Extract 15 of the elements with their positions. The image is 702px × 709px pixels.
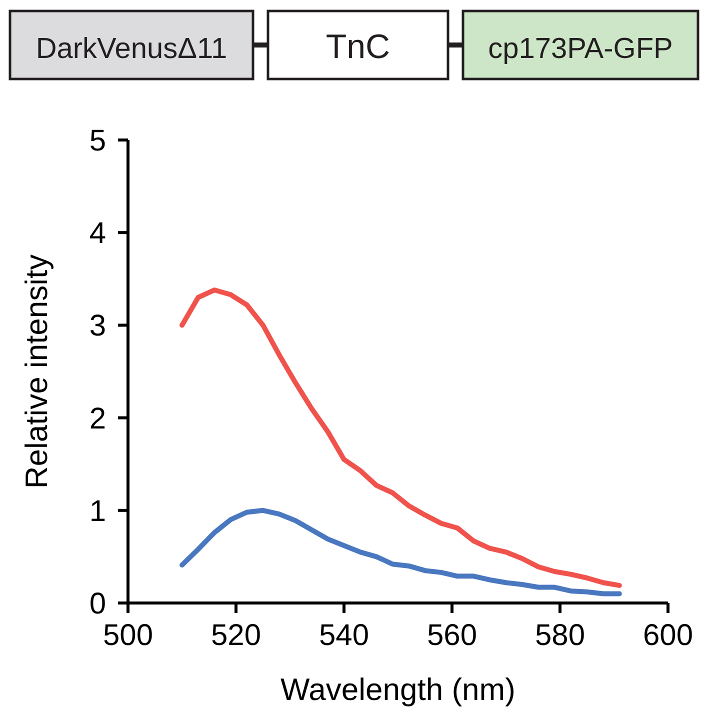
- x-axis-title: Wavelength (nm): [280, 672, 516, 707]
- y-tick-label: 3: [89, 310, 106, 343]
- x-tick-label: 500: [102, 619, 154, 652]
- y-tick-label: 0: [89, 588, 106, 620]
- x-tick-label: 560: [426, 619, 478, 652]
- x-tick-label: 580: [534, 619, 586, 652]
- construct-diagram: DarkVenusΔ11 TnC cp173PA-GFP: [8, 10, 700, 80]
- x-tick-label: 540: [318, 619, 370, 652]
- y-tick-label: 5: [89, 124, 106, 158]
- y-axis-title: Relative intensity: [19, 254, 54, 489]
- y-tick-label: 2: [89, 402, 106, 436]
- y-tick-label: 1: [89, 494, 106, 528]
- x-tick-label: 520: [210, 619, 262, 652]
- x-tick-label: 600: [642, 619, 694, 652]
- y-tick-label: 4: [89, 217, 106, 250]
